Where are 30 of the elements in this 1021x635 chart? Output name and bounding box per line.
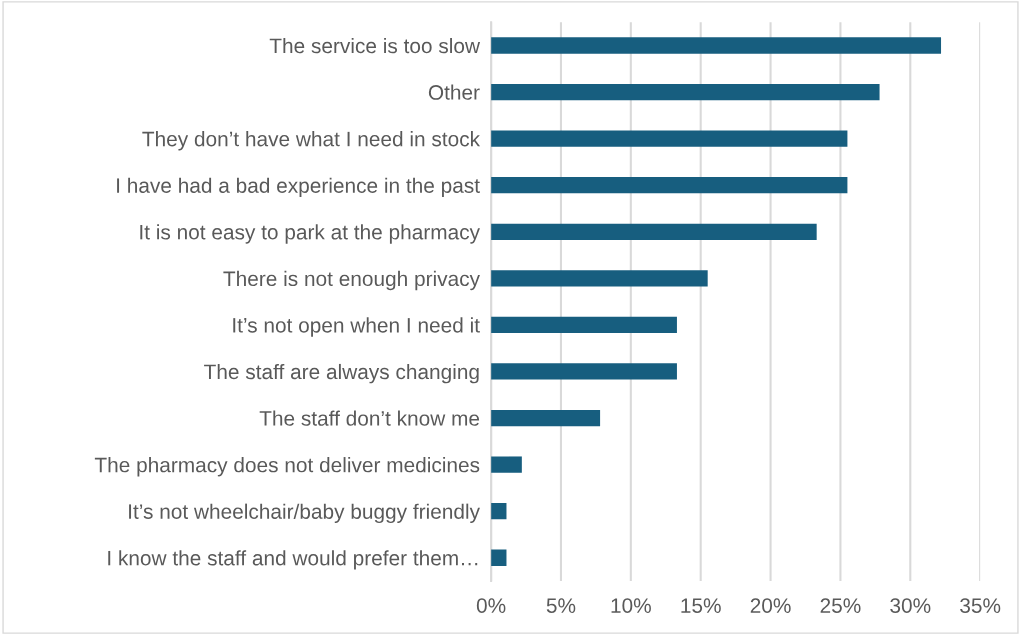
y-tick-label: I know the staff and would prefer them… xyxy=(108,550,478,570)
y-tick-label: They don’t have what I need in stock xyxy=(142,131,481,151)
x-tick-label: 20% xyxy=(750,598,791,613)
y-tick-label: Other xyxy=(428,84,480,100)
bar xyxy=(491,363,677,380)
x-tick-label: 5% xyxy=(546,598,576,613)
bar xyxy=(491,130,848,147)
x-tick-label: 10% xyxy=(611,598,651,613)
bar xyxy=(491,270,708,287)
bar xyxy=(491,316,677,334)
y-tick-label: The staff don’t know me xyxy=(259,410,480,426)
y-tick-label: I have had a bad experience in the past xyxy=(117,177,480,198)
y-tick-label: There is not enough privacy xyxy=(223,270,480,291)
y-tick-label: The staff are always changing xyxy=(204,363,479,384)
y-tick-label: It’s not wheelchair/baby buggy friendly xyxy=(129,503,480,524)
y-tick-label: The service is too slow xyxy=(269,37,481,54)
bar xyxy=(491,37,942,54)
y-tick-label: The pharmacy does not deliver medicines xyxy=(94,457,480,477)
bar xyxy=(491,456,522,473)
bar xyxy=(491,409,601,427)
bar xyxy=(491,223,817,240)
x-tick-label: 15% xyxy=(681,598,721,613)
y-tick-label: It is not easy to park at the pharmacy xyxy=(140,224,480,244)
x-tick-label: 0% xyxy=(476,598,506,613)
bar xyxy=(491,83,880,101)
x-tick-label: 25% xyxy=(820,598,861,613)
x-tick-label: 30% xyxy=(890,598,931,613)
y-tick-label: It’s not open when I need it xyxy=(233,317,480,337)
bar xyxy=(491,177,848,194)
x-tick-label: 35% xyxy=(960,598,1001,613)
